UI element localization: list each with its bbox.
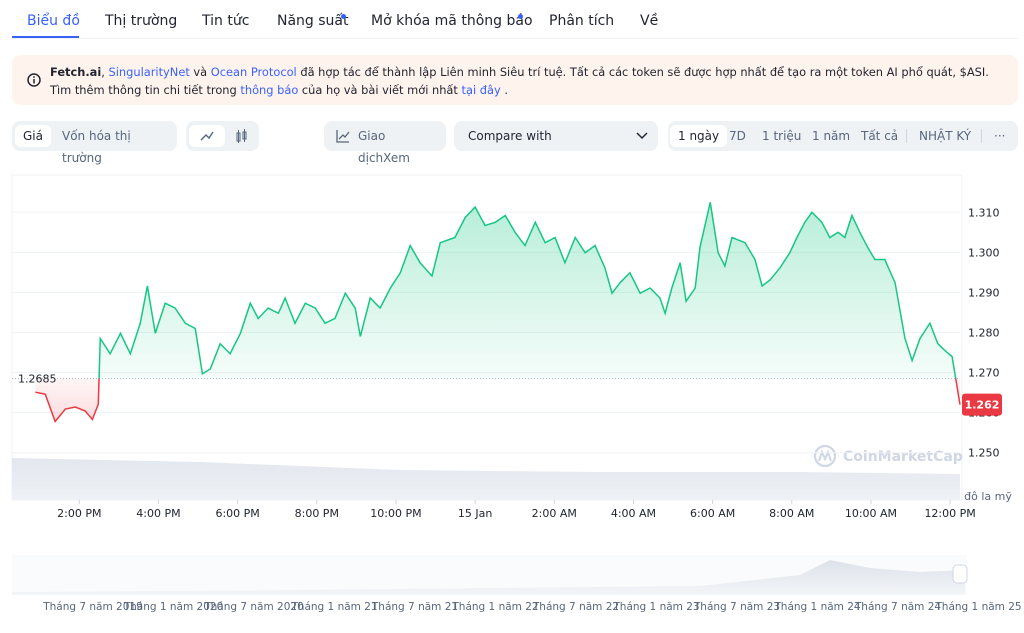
compare-select[interactable]: Compare with [454,121,658,151]
navigator-label: Tháng 7 năm 23 [693,601,780,613]
more-button[interactable]: ··· [994,129,1006,143]
x-tick-label: 15 Jan [458,507,492,520]
price-area [35,202,961,422]
link[interactable]: Ocean Protocol [210,65,297,79]
volume-band [12,458,960,500]
navigator-label: Tháng 1 năm 25 [934,601,1021,613]
line-style-button[interactable] [189,125,225,147]
navigator-label: Tháng 7 năm 2020 [203,601,304,613]
navigator-handle[interactable] [952,564,968,584]
notice-text: Fetch.ai, SingularityNet và Ocean Protoc… [50,63,1005,99]
y-unit: đô la mỹ [964,490,1012,503]
text: và [189,65,211,79]
price-toggle: Giá Vốn hóa thị trường [12,121,177,165]
watermark-text: CoinMarketCap [843,449,963,465]
info-icon [27,73,41,87]
toggle-button[interactable]: Giá [15,125,51,147]
notice: Fetch.ai, SingularityNet và Ocean Protoc… [12,55,1018,105]
x-tick-label: 6:00 PM [215,507,259,520]
range-button[interactable]: Tất cả [861,129,899,143]
tab[interactable]: Tin tức [202,13,250,29]
y-tick-label: 1.310 [968,206,1000,219]
y-tick-label: 1.250 [968,447,1000,460]
text: đã hợp tác để thành lập Liên minh Siêu t… [50,65,989,97]
badge-dot [341,14,346,19]
baseline-label: 1.2685 [18,373,57,386]
navigator-label: Tháng 1 năm 22 [451,601,538,613]
toggle-button[interactable]: Vốn hóa thị trường [62,129,131,165]
x-tick-label: 2:00 AM [532,507,577,520]
range-button[interactable]: 1 triệu [762,129,802,143]
tab[interactable]: Biểu đồ [27,13,80,29]
price-line [35,202,961,423]
range-button[interactable]: NHẬT KÝ [919,129,972,143]
navigator-label: Tháng 1 năm 23 [612,601,699,613]
text: của họ và bài viết mới nhất [298,83,462,97]
text: . [500,83,508,97]
x-tick-label: 8:00 AM [769,507,814,520]
last-price-label: 1.262 [965,399,1000,412]
x-tick-label: 12:00 PM [924,507,975,520]
link[interactable]: thông báo [240,83,299,97]
navigator-label: Tháng 1 năm 24 [773,601,861,613]
x-tick-label: 10:00 AM [845,507,897,520]
divider [981,129,982,143]
x-tick-label: 2:00 PM [57,507,101,520]
trade-view-label: Giao dịchXem [358,129,410,165]
link[interactable]: SingularityNet [108,65,190,79]
x-tick-label: 8:00 PM [295,507,339,520]
y-tick-label: 1.280 [968,326,1000,339]
tab[interactable]: Về [640,13,659,29]
navigator-label: Tháng 7 năm 22 [532,601,619,613]
chart: đô la mỹ CoinMarketCap 1.2501.2601.2701.… [11,174,1022,613]
navigator-area [12,560,965,595]
x-tick-label: 4:00 PM [136,507,180,520]
tab-underline [12,36,79,38]
text: Fetch.ai [50,65,102,79]
compare-label: Compare with [468,129,552,143]
tab-border [12,38,1018,39]
navigator-label: Tháng 7 năm 24 [854,601,942,613]
chart-style-toggle [186,121,259,151]
tab[interactable]: Thị trường [105,13,178,29]
navigator-label: Tháng 7 năm 21 [371,601,458,613]
x-tick-label: 10:00 PM [370,507,421,520]
badge-dot [518,14,523,19]
tab[interactable]: Mở khóa mã thông báo [371,13,533,29]
navigator-label: Tháng 7 năm 2019 [42,601,143,613]
divider [906,129,907,143]
range-toggle: 1 ngày 7D 1 triệu 1 năm Tất cả NHẬT KÝ ·… [668,121,1018,151]
text: , [101,65,109,79]
x-tick-label: 6:00 AM [690,507,735,520]
y-tick-label: 1.270 [968,367,1000,380]
navigator-label: Tháng 1 năm 21 [290,601,377,613]
tab[interactable]: Phân tích [549,13,615,29]
candle-style-button[interactable] [224,125,260,147]
range-button[interactable]: 1 ngày [670,125,728,147]
watermark: CoinMarketCap [813,444,963,468]
x-tick-label: 4:00 AM [611,507,656,520]
last-price-tag [962,393,1002,416]
range-button[interactable]: 7D [729,129,746,143]
trade-view-button[interactable]: Giao dịchXem [324,121,446,165]
y-tick-label: 1.290 [968,286,1000,299]
range-button[interactable]: 1 năm [812,129,851,143]
y-tick-label: 1.300 [968,246,1000,259]
link[interactable]: tại đây [461,83,501,97]
tab[interactable]: Năng suất [277,13,349,29]
navigator-label: Tháng 1 năm 2020 [123,601,224,613]
